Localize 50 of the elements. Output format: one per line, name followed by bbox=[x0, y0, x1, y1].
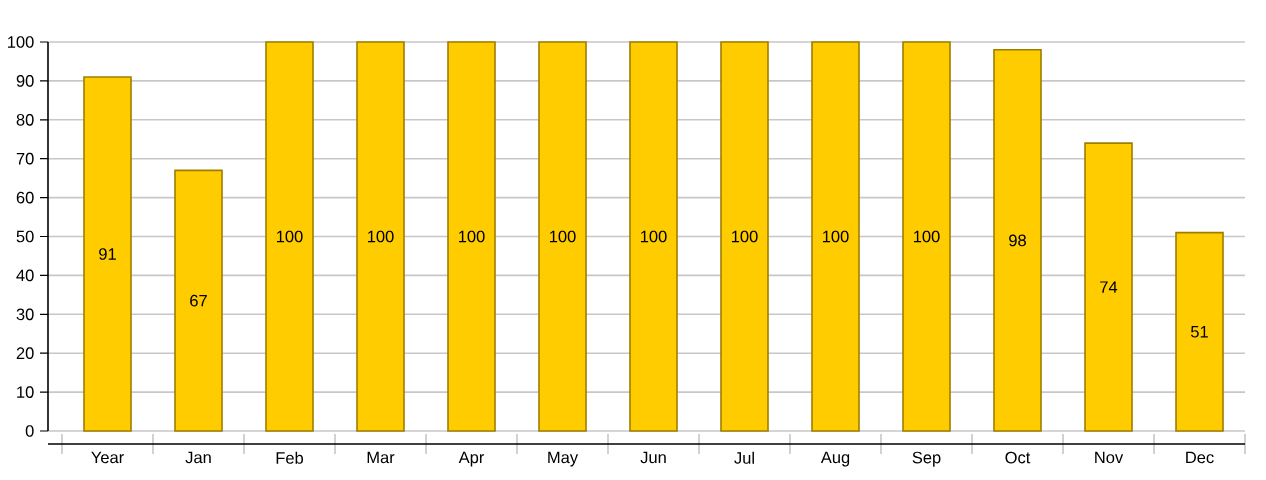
bar bbox=[83, 76, 132, 432]
x-tick-label: Sep bbox=[912, 451, 941, 467]
data-label: 100 bbox=[731, 230, 758, 243]
bar bbox=[1175, 231, 1224, 432]
x-tick-label: Nov bbox=[1095, 451, 1124, 464]
x-tick-label: Apr bbox=[458, 451, 485, 467]
data-label: 100 bbox=[640, 230, 667, 243]
bar bbox=[811, 41, 860, 432]
x-tick-label: Jan bbox=[185, 451, 211, 464]
data-label: 74 bbox=[1100, 281, 1118, 293]
x-tick-label: Mar bbox=[367, 451, 395, 464]
bar bbox=[720, 41, 769, 432]
data-label: 67 bbox=[190, 294, 207, 307]
y-tick-label: 80 bbox=[16, 113, 34, 126]
data-label: 100 bbox=[549, 230, 576, 243]
y-tick-label: 0 bbox=[25, 425, 34, 437]
y-tick-label: 30 bbox=[16, 308, 34, 321]
bar bbox=[447, 41, 496, 432]
bar bbox=[538, 41, 587, 432]
x-tick-label: Year bbox=[91, 451, 124, 464]
y-tick-label: 50 bbox=[16, 230, 34, 243]
x-tick-label: Feb bbox=[276, 451, 304, 464]
y-tick-label: 100 bbox=[8, 36, 34, 48]
y-tick-label: 60 bbox=[16, 191, 34, 204]
x-tick-label: Jun bbox=[640, 451, 666, 464]
data-label: 100 bbox=[276, 230, 303, 243]
data-label: 100 bbox=[913, 230, 940, 243]
data-label: 100 bbox=[458, 230, 485, 243]
bar bbox=[356, 41, 405, 432]
data-label: 51 bbox=[1190, 326, 1208, 338]
bar bbox=[629, 41, 678, 432]
bar bbox=[1084, 142, 1133, 432]
x-tick-label: Aug bbox=[820, 451, 850, 467]
data-label: 100 bbox=[822, 230, 849, 243]
y-tick-label: 40 bbox=[16, 269, 34, 282]
bar bbox=[265, 41, 314, 432]
y-tick-label: 20 bbox=[16, 347, 34, 360]
data-label: 98 bbox=[1009, 234, 1026, 247]
x-tick-label: Dec bbox=[1186, 451, 1214, 464]
y-tick-label: 70 bbox=[16, 152, 34, 165]
y-tick-label: 10 bbox=[17, 386, 34, 398]
data-label: 100 bbox=[367, 230, 394, 243]
x-tick-label: Oct bbox=[1005, 451, 1031, 464]
x-tick-label: May bbox=[548, 451, 579, 467]
bar bbox=[902, 41, 951, 432]
y-tick-label: 90 bbox=[16, 75, 34, 87]
data-label: 91 bbox=[99, 248, 116, 260]
x-tick-label: Jul bbox=[734, 451, 754, 464]
bar bbox=[174, 169, 223, 432]
bar bbox=[993, 48, 1042, 432]
